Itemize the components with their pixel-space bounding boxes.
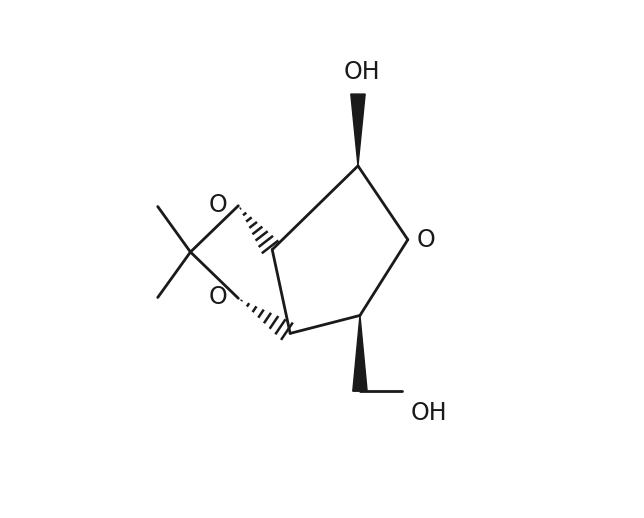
Text: OH: OH (411, 401, 447, 425)
Polygon shape (351, 94, 365, 166)
Text: O: O (417, 227, 435, 252)
Text: OH: OH (344, 60, 380, 84)
Text: O: O (209, 285, 227, 309)
Polygon shape (353, 315, 367, 391)
Text: O: O (209, 193, 227, 217)
